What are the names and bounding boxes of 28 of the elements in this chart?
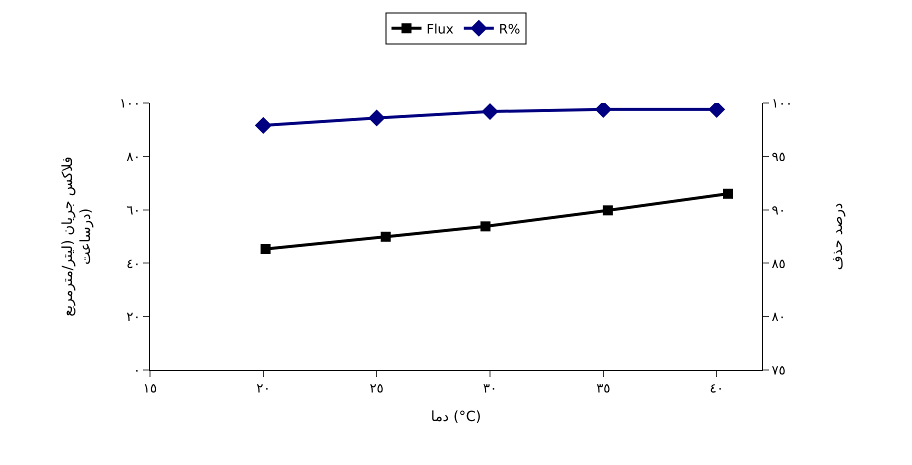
y-tick-label: ٠ bbox=[133, 364, 140, 379]
y-tick-label: ٢٠ bbox=[126, 310, 140, 326]
legend-label: Flux bbox=[426, 22, 454, 38]
y2-tick-label: ٨٠ bbox=[772, 310, 786, 326]
y2-tick-label: ١٠٠ bbox=[772, 96, 793, 112]
x-tick-label: ٤٠ bbox=[710, 382, 724, 397]
y-tick-label: ٦٠ bbox=[126, 203, 140, 218]
point bbox=[602, 205, 613, 216]
x-tick-label: ٢٥ bbox=[370, 382, 384, 397]
y-axis-title: فلاکس جریان (لیتر/مترمربع درساعت) bbox=[60, 156, 94, 316]
x-axis-title: دما (°C) bbox=[430, 408, 482, 425]
y2-tick-label: ٩٠ bbox=[772, 203, 786, 218]
x-tick-label: ٢٠ bbox=[256, 382, 270, 397]
point bbox=[480, 221, 490, 232]
y2-tick-label: ٩٥ bbox=[772, 150, 786, 165]
point bbox=[260, 244, 271, 254]
legend-label: R% bbox=[498, 22, 520, 38]
y2-tick-label: ٨٥ bbox=[772, 256, 786, 272]
y-tick-label: ٨٠ bbox=[126, 150, 140, 165]
x-tick-label: ٣٠ bbox=[483, 382, 497, 397]
point bbox=[723, 188, 733, 199]
point bbox=[380, 232, 391, 242]
y-tick-label: ١٠٠ bbox=[119, 96, 140, 112]
x-tick-label: ٣٥ bbox=[596, 382, 610, 397]
y-tick-label: ٤٠ bbox=[126, 256, 140, 272]
y2-axis-title: درصد حذف bbox=[830, 202, 846, 270]
y2-tick-label: ٧٥ bbox=[772, 364, 786, 379]
x-tick-label: ١٥ bbox=[143, 382, 157, 397]
